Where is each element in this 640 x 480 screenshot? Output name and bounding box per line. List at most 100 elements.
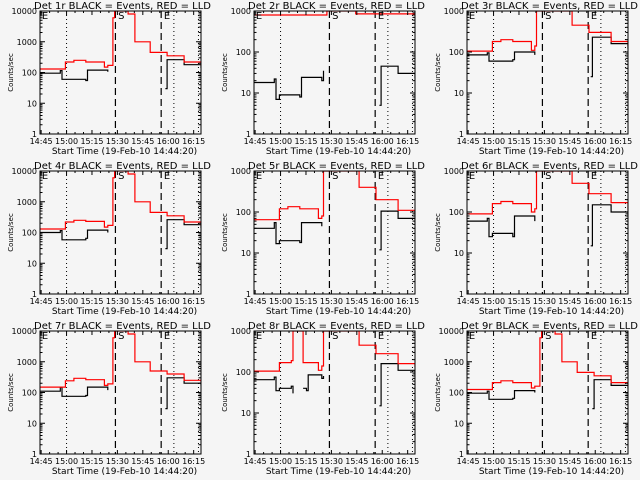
y-tick-label: 1: [459, 450, 464, 459]
y-tick-label: 10: [241, 249, 251, 258]
y-tick-label: 1000: [444, 167, 464, 176]
y-tick-label: 10: [27, 259, 37, 268]
y-tick-label: 10000: [12, 167, 37, 176]
x-tick-label: 15:45: [345, 137, 368, 146]
y-tick-label: 100: [449, 208, 464, 217]
y-tick-label: 100: [449, 389, 464, 398]
x-tick-label: 16:15: [396, 297, 419, 306]
y-tick-label: 100: [236, 48, 251, 57]
x-tick-label: 15:00: [482, 137, 505, 146]
x-axis-label: Start Time (19-Feb-10 14:44:20): [266, 467, 411, 477]
x-tick-label: 15:45: [345, 457, 368, 466]
x-axis-label: Start Time (19-Feb-10 14:44:20): [52, 307, 197, 317]
plot-frame: [39, 10, 202, 135]
x-tick-label: 15:15: [80, 137, 103, 146]
panel-title: Det 5r BLACK = Events, RED = LLD: [248, 161, 425, 172]
x-tick-label: 15:45: [131, 457, 154, 466]
x-tick-label: 16:15: [609, 137, 632, 146]
x-tick-label: 15:45: [345, 297, 368, 306]
x-tick-label: 15:15: [294, 297, 317, 306]
plot-frame: [253, 10, 416, 135]
panel-title: Det 7r BLACK = Events, RED = LLD: [34, 321, 211, 332]
marker-label-e: E: [469, 11, 475, 22]
x-tick-label: 16:00: [371, 137, 394, 146]
x-tick-label: 15:00: [482, 457, 505, 466]
x-tick-label: 16:15: [609, 297, 632, 306]
series-lld-line: [254, 11, 415, 16]
x-tick-label: 15:15: [507, 137, 530, 146]
panel-title: Det 4r BLACK = Events, RED = LLD: [34, 161, 211, 172]
plot-frame: [39, 170, 202, 295]
marker-label-s: S: [332, 331, 338, 342]
panel-title: Det 8r BLACK = Events, RED = LLD: [248, 321, 425, 332]
x-tick-label: 15:30: [320, 457, 343, 466]
series-lld-line: [254, 171, 415, 221]
marker-label-e: E: [378, 171, 384, 182]
panel-title: Det 2r BLACK = Events, RED = LLD: [248, 1, 425, 12]
y-tick-label: 1000: [231, 327, 251, 336]
y-tick-label: 1000: [444, 7, 464, 16]
x-tick-label: 15:30: [533, 137, 556, 146]
x-tick-label: 16:00: [157, 297, 180, 306]
x-tick-label: 15:45: [131, 297, 154, 306]
x-tick-label: 16:00: [371, 297, 394, 306]
x-tick-label: 16:00: [157, 137, 180, 146]
y-tick-label: 1000: [17, 38, 37, 47]
x-tick-label: 15:00: [55, 137, 78, 146]
y-axis-label: Counts/sec: [434, 53, 442, 92]
plot-frame: [39, 330, 202, 455]
marker-label-e: E: [591, 171, 597, 182]
y-tick-label: 100: [22, 389, 37, 398]
x-tick-label: 15:00: [55, 457, 78, 466]
y-tick-label: 10: [27, 419, 37, 428]
series-events-line: [467, 379, 628, 410]
x-tick-label: 14:45: [244, 137, 267, 146]
marker-label-e: E: [256, 171, 262, 182]
y-tick-label: 10: [454, 419, 464, 428]
x-tick-label: 15:30: [533, 457, 556, 466]
y-axis-label: Counts/sec: [434, 373, 442, 412]
series-lld-line: [40, 331, 201, 388]
y-tick-label: 1: [246, 290, 251, 299]
x-tick-label: 15:45: [558, 137, 581, 146]
y-tick-label: 1: [459, 130, 464, 139]
y-axis-label: Counts/sec: [7, 373, 15, 412]
x-tick-label: 16:15: [396, 137, 419, 146]
marker-label-e: E: [164, 331, 170, 342]
marker-label-e: E: [42, 331, 48, 342]
x-tick-label: 15:00: [269, 457, 292, 466]
plot-frame: [466, 10, 629, 135]
series-events-line: [40, 377, 201, 410]
x-tick-label: 14:45: [457, 457, 480, 466]
x-tick-label: 15:45: [558, 297, 581, 306]
marker-label-e: E: [378, 331, 384, 342]
x-tick-label: 16:00: [584, 457, 607, 466]
y-tick-label: 10000: [439, 327, 464, 336]
x-tick-label: 14:45: [30, 457, 53, 466]
y-tick-label: 100: [236, 368, 251, 377]
y-tick-label: 10: [27, 99, 37, 108]
x-axis-label: Start Time (19-Feb-10 14:44:20): [52, 467, 197, 477]
x-tick-label: 15:30: [320, 137, 343, 146]
marker-label-s: S: [545, 331, 551, 342]
plot-frame: [466, 170, 629, 295]
panel-title: Det 9r BLACK = Events, RED = LLD: [461, 321, 638, 332]
y-axis-label: Counts/sec: [434, 213, 442, 252]
x-tick-label: 15:00: [269, 297, 292, 306]
series-events-line: [467, 36, 628, 78]
y-tick-label: 10: [241, 409, 251, 418]
y-tick-label: 1: [459, 290, 464, 299]
x-tick-label: 15:45: [558, 457, 581, 466]
y-tick-label: 10: [454, 89, 464, 98]
y-tick-label: 100: [22, 69, 37, 78]
x-tick-label: 16:15: [182, 457, 205, 466]
marker-label-e: E: [591, 331, 597, 342]
